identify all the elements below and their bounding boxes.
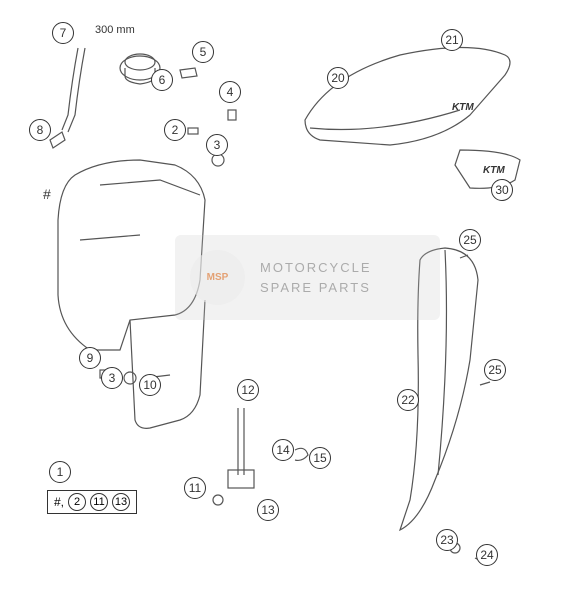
- parts-diagram: 300 mm # 1234567891011121314152021222324…: [0, 0, 563, 603]
- callout-11: 11: [184, 477, 206, 499]
- callout-24: 24: [476, 544, 498, 566]
- callout-23: 23: [436, 529, 458, 551]
- dimension-label: 300 mm: [95, 24, 135, 36]
- composite-prefix: #,: [54, 495, 64, 509]
- composite-ref-13: 13: [112, 493, 130, 511]
- callout-1: 1: [49, 461, 71, 483]
- callout-20: 20: [327, 67, 349, 89]
- callout-25: 25: [484, 359, 506, 381]
- callout-14: 14: [272, 439, 294, 461]
- callout-3: 3: [206, 134, 228, 156]
- callout-8: 8: [29, 119, 51, 141]
- callout-2: 2: [164, 119, 186, 141]
- callout-30: 30: [491, 179, 513, 201]
- brand-mark-plate: KTM: [483, 165, 505, 176]
- callout-25: 25: [459, 229, 481, 251]
- composite-ref-2: 2: [68, 493, 86, 511]
- watermark-badge: MSP: [190, 250, 245, 305]
- callout-15: 15: [309, 447, 331, 469]
- watermark-badge-text: MSP: [207, 272, 229, 283]
- composite-callout-box: #, 2 11 13: [47, 490, 137, 514]
- callout-7: 7: [52, 22, 74, 44]
- watermark-line2: SPARE PARTS: [260, 278, 372, 298]
- callout-3-alt: 3: [101, 367, 123, 389]
- callout-21: 21: [441, 29, 463, 51]
- watermark-text: MOTORCYCLE SPARE PARTS: [260, 258, 372, 297]
- brand-mark-seat: KTM: [452, 102, 474, 113]
- watermark-line1: MOTORCYCLE: [260, 258, 372, 278]
- watermark-overlay: MSP MOTORCYCLE SPARE PARTS: [175, 235, 440, 320]
- callout-5: 5: [192, 41, 214, 63]
- callout-4: 4: [219, 81, 241, 103]
- reference-hash: #: [43, 186, 51, 202]
- composite-ref-11: 11: [90, 493, 108, 511]
- callout-10: 10: [139, 374, 161, 396]
- callout-9: 9: [79, 347, 101, 369]
- callout-13: 13: [257, 499, 279, 521]
- callout-6: 6: [151, 69, 173, 91]
- callout-12: 12: [237, 379, 259, 401]
- callout-22: 22: [397, 389, 419, 411]
- callout-3-alt-num: 3: [109, 371, 116, 385]
